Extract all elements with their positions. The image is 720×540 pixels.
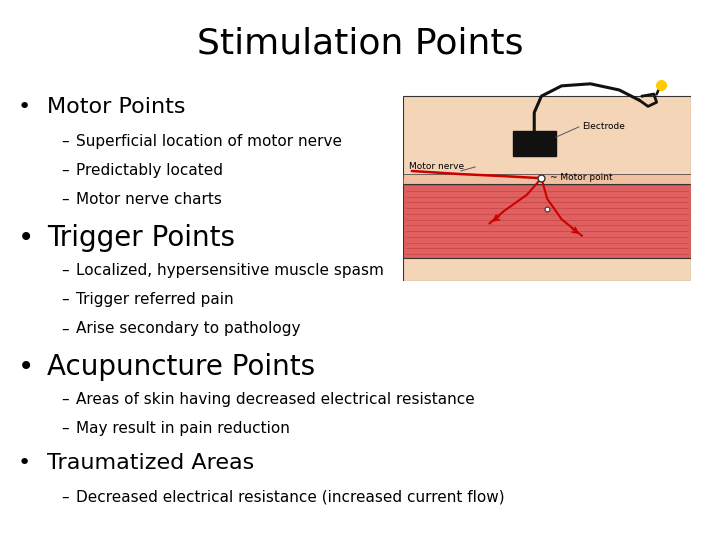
Bar (403, 258, 691, 281)
Text: •: • (18, 224, 35, 252)
Text: May result in pain reduction: May result in pain reduction (76, 421, 289, 436)
Text: –: – (61, 292, 69, 307)
Text: Trigger Points: Trigger Points (47, 224, 235, 252)
Bar (403, 174, 691, 188)
Text: –: – (61, 392, 69, 407)
Text: –: – (61, 192, 69, 207)
Text: –: – (61, 421, 69, 436)
Text: Decreased electrical resistance (increased current flow): Decreased electrical resistance (increas… (76, 490, 504, 505)
Text: Localized, hypersensitive muscle spasm: Localized, hypersensitive muscle spasm (76, 263, 384, 278)
Text: Trigger referred pain: Trigger referred pain (76, 292, 233, 307)
Text: Stimulation Points: Stimulation Points (197, 27, 523, 61)
Text: •: • (18, 453, 31, 473)
Text: •: • (18, 97, 31, 117)
Bar (403, 96, 691, 178)
Text: Acupuncture Points: Acupuncture Points (47, 353, 315, 381)
Text: Motor nerve charts: Motor nerve charts (76, 192, 222, 207)
Text: Motor Points: Motor Points (47, 97, 185, 117)
Text: Superficial location of motor nerve: Superficial location of motor nerve (76, 134, 341, 149)
Text: –: – (61, 321, 69, 336)
Text: •: • (18, 353, 35, 381)
Text: –: – (61, 163, 69, 178)
Text: –: – (61, 134, 69, 149)
Text: Areas of skin having decreased electrical resistance: Areas of skin having decreased electrica… (76, 392, 474, 407)
Bar (403, 184, 691, 260)
Text: ~ Motor point: ~ Motor point (550, 173, 613, 181)
Text: Electrode: Electrode (582, 123, 625, 131)
Text: –: – (61, 263, 69, 278)
Text: Arise secondary to pathology: Arise secondary to pathology (76, 321, 300, 336)
Bar (513, 131, 556, 156)
Text: Motor nerve: Motor nerve (409, 163, 464, 171)
Text: –: – (61, 490, 69, 505)
Text: Traumatized Areas: Traumatized Areas (47, 453, 254, 473)
Text: Predictably located: Predictably located (76, 163, 222, 178)
